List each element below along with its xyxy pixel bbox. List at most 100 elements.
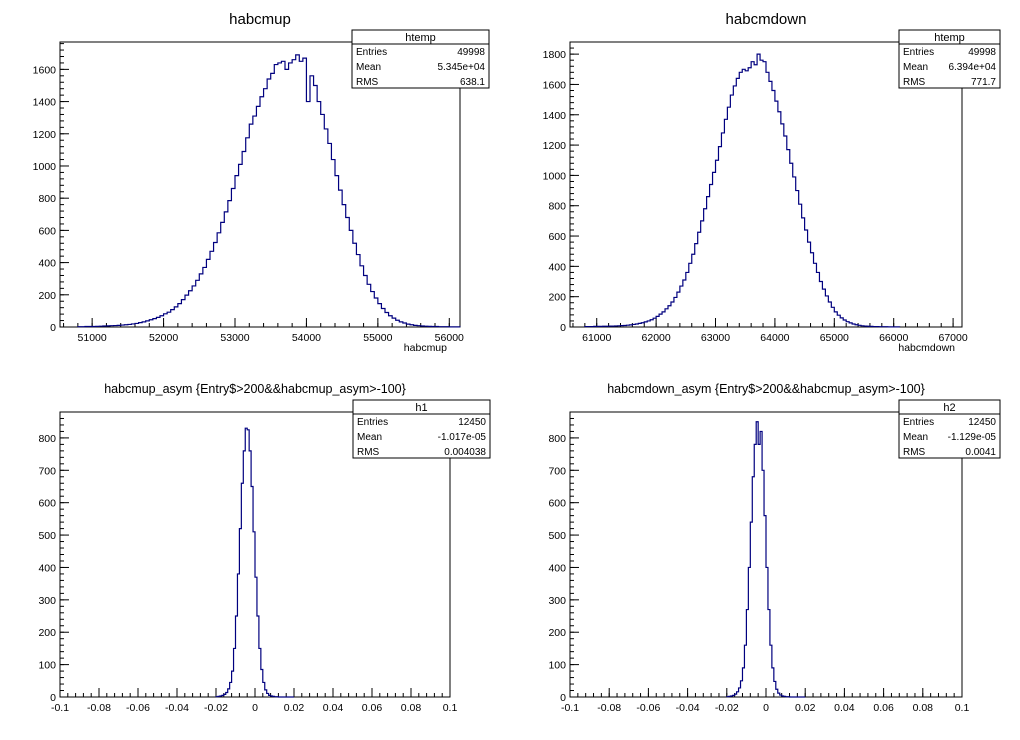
stats-value: 771.7	[971, 77, 996, 88]
stats-name: htemp	[405, 32, 436, 44]
x-tick-label: -0.1	[51, 702, 69, 714]
stats-value: -1.129e-05	[948, 432, 997, 443]
stats-value: 0.0041	[965, 447, 996, 458]
stats-label: Entries	[903, 417, 934, 428]
y-tick-label: 500	[548, 530, 566, 542]
stats-value: 49998	[968, 47, 996, 58]
x-tick-label: -0.1	[561, 702, 579, 714]
stats-box: h1 Entries 12450 Mean -1.017e-05 RMS 0.004038	[352, 399, 491, 459]
histogram-series	[584, 53, 901, 328]
y-tick-label: 400	[548, 562, 566, 574]
x-tick-label: 0.04	[834, 702, 855, 714]
stats-label: Mean	[903, 432, 928, 443]
histogram-series	[77, 54, 461, 328]
stats-label: RMS	[356, 77, 379, 88]
y-tick-label: 1000	[33, 161, 57, 173]
x-tick-label: -0.04	[676, 702, 700, 714]
y-tick-label: 300	[548, 595, 566, 607]
x-tick-label: 0.06	[362, 702, 383, 714]
x-tick-label: -0.02	[715, 702, 739, 714]
stats-value: 638.1	[460, 77, 485, 88]
stats-name: h2	[943, 402, 955, 414]
y-tick-label: 700	[38, 465, 56, 477]
y-tick-label: 600	[38, 225, 56, 237]
x-tick-label: -0.08	[87, 702, 111, 714]
y-tick-label: 1600	[33, 64, 57, 76]
x-tick-label: 0	[252, 702, 258, 714]
y-tick-label: 500	[38, 530, 56, 542]
x-tick-label: -0.06	[636, 702, 660, 714]
x-axis-label: habcmdown	[898, 342, 955, 354]
y-tick-label: 600	[548, 498, 566, 510]
y-tick-label: 0	[50, 692, 56, 704]
x-tick-label: 0.02	[795, 702, 816, 714]
stats-value: 12450	[458, 417, 486, 428]
x-tick-label: 51000	[78, 332, 107, 344]
stats-value: 49998	[457, 47, 485, 58]
x-tick-label: 52000	[149, 332, 178, 344]
y-tick-label: 400	[38, 258, 56, 270]
y-tick-label: 200	[38, 290, 56, 302]
histogram-series	[726, 421, 806, 698]
y-tick-label: 1000	[543, 170, 567, 182]
y-tick-label: 700	[548, 465, 566, 477]
chart-panel-2: habcmdown 0 200 400 600 800 1000 1200 1400 1600 18…	[543, 11, 1001, 354]
stats-value: 6.394e+04	[948, 62, 996, 73]
x-tick-label: 62000	[642, 332, 671, 344]
x-tick-label: 0.04	[323, 702, 344, 714]
x-tick-label: 0.08	[913, 702, 934, 714]
x-tick-label: 64000	[760, 332, 789, 344]
x-tick-label: 63000	[701, 332, 730, 344]
stats-value: 12450	[968, 417, 996, 428]
x-tick-label: -0.08	[597, 702, 621, 714]
plot-frame	[59, 41, 461, 328]
chart-panel-4: habcmdown_asym {Entry$>200&&habcmup_asym…	[548, 382, 1001, 714]
x-tick-label: 0.1	[443, 702, 458, 714]
y-tick-label: 400	[548, 261, 566, 273]
y-tick-label: 1600	[543, 79, 567, 91]
x-tick-label: -0.04	[165, 702, 189, 714]
chart-title: habcmdown	[726, 11, 807, 28]
chart-panel-3: habcmup_asym {Entry$>200&&habcmup_asym>-…	[38, 382, 491, 714]
y-tick-label: 1400	[543, 110, 567, 122]
x-tick-label: 55000	[363, 332, 392, 344]
x-axis-label: habcmup	[404, 342, 447, 354]
x-tick-label: 54000	[292, 332, 321, 344]
y-tick-label: 200	[548, 627, 566, 639]
y-tick-label: 0	[50, 322, 56, 334]
y-tick-label: 1200	[543, 140, 567, 152]
x-tick-label: 56000	[435, 332, 464, 344]
chart-panel-1: habcmup 0 200 400 600 800 1000 1200 1400 1600 5100…	[33, 11, 490, 354]
y-tick-label: 800	[38, 433, 56, 445]
stats-label: RMS	[357, 447, 380, 458]
y-tick-label: 1400	[33, 97, 57, 109]
stats-label: Entries	[903, 47, 934, 58]
chart-title: habcmup_asym {Entry$>200&&habcmup_asym>-…	[104, 382, 406, 396]
y-tick-label: 800	[548, 433, 566, 445]
stats-box: h2 Entries 12450 Mean -1.129e-05 RMS 0.0041	[898, 399, 1001, 459]
stats-label: RMS	[903, 447, 926, 458]
stats-name: h1	[415, 402, 427, 414]
stats-label: Mean	[357, 432, 382, 443]
x-tick-label: 0	[763, 702, 769, 714]
stats-value: 5.345e+04	[437, 62, 485, 73]
x-tick-label: -0.06	[126, 702, 150, 714]
y-tick-label: 600	[38, 498, 56, 510]
y-tick-label: 100	[548, 660, 566, 672]
y-tick-label: 1200	[33, 129, 57, 141]
x-tick-label: 61000	[582, 332, 611, 344]
chart-title: habcmdown_asym {Entry$>200&&habcmup_asym…	[607, 382, 925, 396]
y-tick-label: 1800	[543, 49, 567, 61]
y-tick-label: 400	[38, 562, 56, 574]
chart-title: habcmup	[229, 11, 291, 28]
x-tick-label: 0.1	[955, 702, 970, 714]
x-tick-label: 65000	[820, 332, 849, 344]
stats-label: RMS	[903, 77, 926, 88]
stats-label: Entries	[357, 417, 388, 428]
y-tick-label: 0	[560, 322, 566, 334]
x-tick-label: 53000	[220, 332, 249, 344]
x-tick-label: 66000	[879, 332, 908, 344]
y-tick-label: 0	[560, 692, 566, 704]
